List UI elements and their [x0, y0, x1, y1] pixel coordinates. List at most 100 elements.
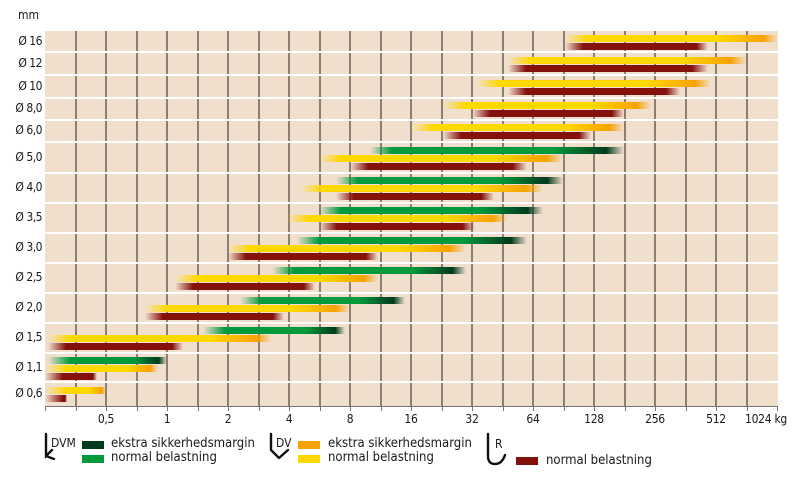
y-axis-label: Ø 2,5: [15, 270, 42, 284]
hook-dvm-icon: [44, 432, 56, 460]
x-axis-label: 128: [584, 412, 604, 426]
y-axis-label: Ø 10: [18, 78, 42, 93]
bar-dv: [45, 364, 158, 372]
bar-r: [45, 372, 97, 380]
grid-line-horizontal: [45, 381, 778, 383]
y-axis-label: Ø 5,0: [15, 149, 42, 164]
legend-dvm-normal-label: normal belastning: [111, 450, 217, 465]
x-axis-label: 16: [404, 412, 418, 426]
hook-dv-icon: [269, 432, 290, 460]
bar-dv: [45, 387, 106, 394]
grid-line-horizontal: [45, 119, 778, 121]
legend-dvm-extra-swatch: [82, 441, 104, 449]
y-axis-label: Ø 8,0: [15, 101, 42, 115]
bar-dv: [48, 335, 273, 342]
y-axis-label: Ø 3,5: [15, 210, 42, 224]
x-axis-tick: [777, 406, 778, 411]
bar-dv: [301, 185, 544, 192]
grid-line-horizontal: [45, 232, 778, 234]
grid-line-vertical: [684, 31, 687, 406]
legend-r-normal-swatch: [516, 457, 538, 465]
grid-line-horizontal: [45, 322, 778, 324]
x-axis-tick: [746, 406, 748, 411]
x-axis-tick: [655, 406, 656, 411]
bar-r: [228, 253, 379, 260]
grid-line-vertical: [74, 31, 77, 406]
x-axis-label: 4: [285, 412, 293, 426]
bar-r: [442, 132, 592, 139]
x-axis-tick: [75, 406, 77, 411]
x-axis-tick: [685, 406, 687, 411]
grid-line-horizontal: [45, 202, 778, 204]
bar-r: [45, 395, 67, 402]
bar-r: [564, 42, 709, 50]
bar-dvm: [202, 327, 346, 334]
x-axis-label: 0,5: [97, 412, 115, 426]
x-axis-tick: [411, 406, 412, 411]
grid-line-vertical: [745, 31, 748, 406]
grid-line-vertical: [715, 31, 717, 406]
y-axis-label: Ø 3,0: [15, 240, 42, 254]
legend-dv-extra-label: ekstra sikkerhedsmargin: [328, 436, 472, 451]
grid-line-vertical: [562, 31, 565, 406]
x-axis-tick: [228, 406, 229, 411]
bar-dvm: [318, 207, 544, 214]
x-axis-label: 256: [645, 412, 665, 426]
legend-dv-normal-swatch: [298, 455, 320, 463]
bar-r: [318, 223, 475, 230]
bar-dvm: [48, 356, 167, 364]
x-axis-label: 1024 kg: [745, 412, 787, 426]
bar-r: [472, 110, 625, 117]
x-axis-tick: [106, 406, 107, 411]
x-axis-label: 1: [163, 412, 171, 426]
plot-area: [45, 31, 778, 406]
x-axis-tick: [136, 406, 138, 411]
bar-dv: [318, 154, 563, 162]
bar-dv: [411, 124, 625, 131]
bar-dvm: [240, 297, 406, 304]
x-axis-label: 512: [706, 412, 726, 426]
y-axis-label: Ø 1,1: [15, 359, 42, 374]
x-axis-tick: [197, 406, 199, 411]
legend-r-code: R: [495, 437, 503, 451]
x-axis-label: 8: [346, 412, 354, 426]
bar-dvm: [297, 237, 528, 244]
y-axis-label: Ø 12: [18, 55, 42, 70]
bar-dvm: [272, 267, 467, 274]
x-axis-tick: [319, 406, 321, 411]
bar-dv: [145, 305, 350, 312]
bar-dv: [477, 79, 711, 87]
grid-line-vertical: [135, 31, 138, 406]
x-axis-tick: [441, 406, 443, 411]
bar-r: [48, 343, 184, 350]
bar-dv: [507, 56, 747, 64]
grid-line-horizontal: [45, 352, 778, 354]
bar-dvm: [369, 146, 625, 154]
hook-r-icon: [486, 432, 507, 466]
grid-line-vertical: [196, 31, 199, 406]
bar-dvm: [335, 177, 563, 184]
grid-line-vertical: [532, 31, 534, 406]
grid-line-vertical: [227, 31, 229, 406]
x-axis-tick: [167, 406, 168, 411]
bar-r: [507, 87, 680, 95]
y-axis-label: Ø 1,5: [15, 330, 42, 344]
grid-line-horizontal: [45, 262, 778, 264]
grid-line-vertical: [166, 31, 168, 406]
x-axis-tick: [716, 406, 717, 411]
y-axis-label: Ø 16: [18, 33, 42, 48]
legend-dv-code: DV: [276, 436, 292, 450]
x-axis-tick: [472, 406, 473, 411]
x-axis-tick: [258, 406, 260, 411]
grid-line-horizontal: [45, 97, 778, 99]
x-axis-tick: [533, 406, 534, 411]
y-axis-label: Ø 2,0: [15, 300, 42, 314]
grid-line-vertical: [623, 31, 626, 406]
grid-line-vertical: [105, 31, 107, 406]
x-axis-tick: [594, 406, 595, 411]
y-axis-unit: mm: [18, 8, 40, 22]
legend-dvm-normal-swatch: [82, 455, 104, 463]
grid-line-horizontal: [45, 141, 778, 143]
y-axis-label: Ø 4,0: [15, 180, 42, 194]
bar-dv: [564, 34, 778, 42]
